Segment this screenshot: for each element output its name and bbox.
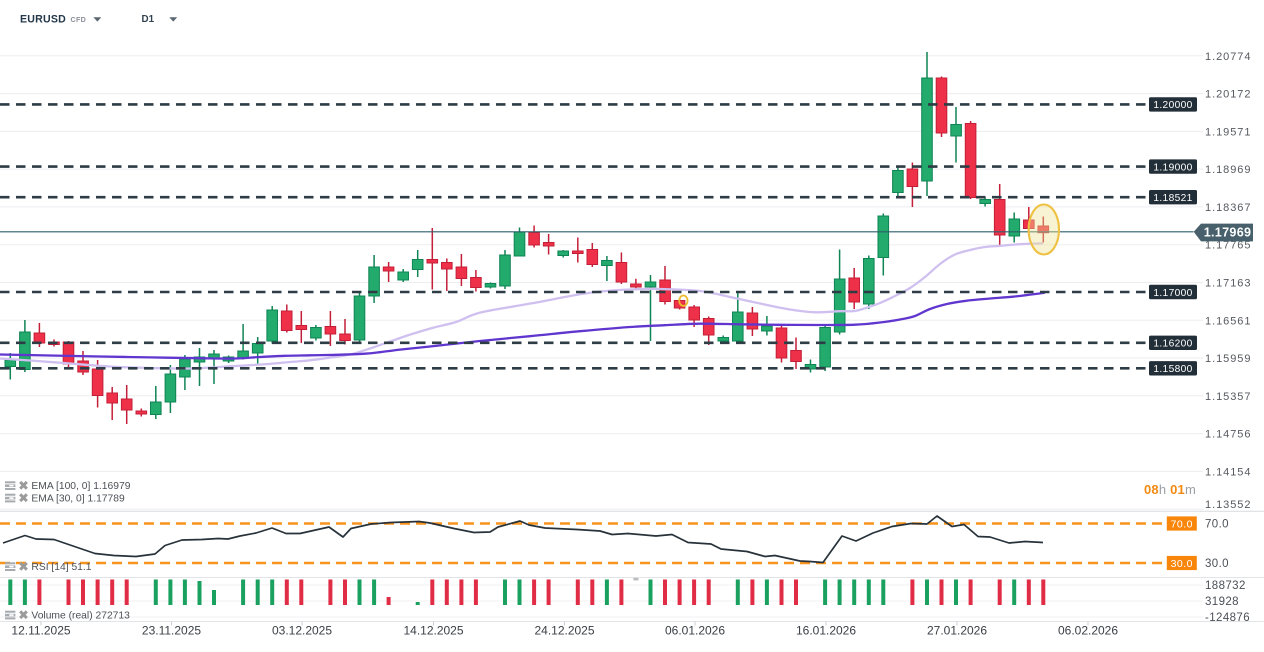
- svg-text:188732: 188732: [1205, 580, 1246, 592]
- svg-text:1.18969: 1.18969: [1205, 164, 1251, 176]
- svg-text:12.11.2025: 12.11.2025: [11, 624, 70, 638]
- svg-text:70.0: 70.0: [1171, 518, 1193, 530]
- svg-text:1.16561: 1.16561: [1205, 315, 1251, 327]
- svg-text:1.18367: 1.18367: [1205, 202, 1251, 214]
- svg-text:1.15800: 1.15800: [1153, 364, 1192, 375]
- svg-text:1.13552: 1.13552: [1205, 499, 1251, 511]
- svg-text:1.20000: 1.20000: [1153, 100, 1192, 111]
- svg-text:03.12.2025: 03.12.2025: [272, 624, 332, 638]
- svg-text:1.17163: 1.17163: [1205, 278, 1251, 290]
- svg-text:EURUSD: EURUSD: [20, 14, 66, 26]
- svg-text:EMA [30, 0] 1.17789: EMA [30, 0] 1.17789: [31, 494, 125, 505]
- svg-text:1.16200: 1.16200: [1153, 339, 1192, 350]
- svg-text:30.0: 30.0: [1171, 558, 1193, 570]
- svg-text:23.11.2025: 23.11.2025: [142, 624, 201, 638]
- svg-text:06.01.2026: 06.01.2026: [665, 624, 725, 638]
- svg-text:Volume (real) 272713: Volume (real) 272713: [31, 611, 130, 622]
- svg-text:31928: 31928: [1205, 596, 1239, 608]
- svg-text:D1: D1: [142, 14, 155, 25]
- svg-text:1.20172: 1.20172: [1205, 89, 1251, 101]
- svg-text:1.15959: 1.15959: [1205, 353, 1251, 365]
- svg-text:14.12.2025: 14.12.2025: [403, 624, 463, 638]
- svg-text:RSI [14] 51.1: RSI [14] 51.1: [31, 562, 91, 573]
- svg-text:1.15357: 1.15357: [1205, 391, 1251, 403]
- svg-text:1.14756: 1.14756: [1205, 429, 1251, 441]
- svg-text:1.17765: 1.17765: [1205, 240, 1251, 252]
- svg-text:1.18521: 1.18521: [1153, 193, 1192, 204]
- svg-text:EMA [100, 0] 1.16979: EMA [100, 0] 1.16979: [31, 481, 130, 492]
- svg-text:1.19000: 1.19000: [1153, 162, 1192, 173]
- svg-text:-124876: -124876: [1205, 612, 1250, 624]
- svg-text:CFD: CFD: [71, 15, 87, 24]
- svg-text:70.0: 70.0: [1205, 519, 1229, 531]
- svg-text:24.12.2025: 24.12.2025: [534, 624, 594, 638]
- svg-text:1.14154: 1.14154: [1205, 466, 1251, 478]
- svg-text:1.20774: 1.20774: [1205, 51, 1251, 63]
- svg-text:30.0: 30.0: [1205, 558, 1229, 570]
- svg-text:06.02.2026: 06.02.2026: [1058, 624, 1118, 638]
- svg-text:08h 01m: 08h 01m: [1144, 482, 1196, 497]
- svg-text:1.19571: 1.19571: [1205, 126, 1251, 138]
- svg-text:27.01.2026: 27.01.2026: [927, 624, 987, 638]
- svg-text:1.17000: 1.17000: [1153, 288, 1192, 299]
- svg-text:16.01.2026: 16.01.2026: [796, 624, 856, 638]
- svg-text:1.17969: 1.17969: [1204, 225, 1252, 239]
